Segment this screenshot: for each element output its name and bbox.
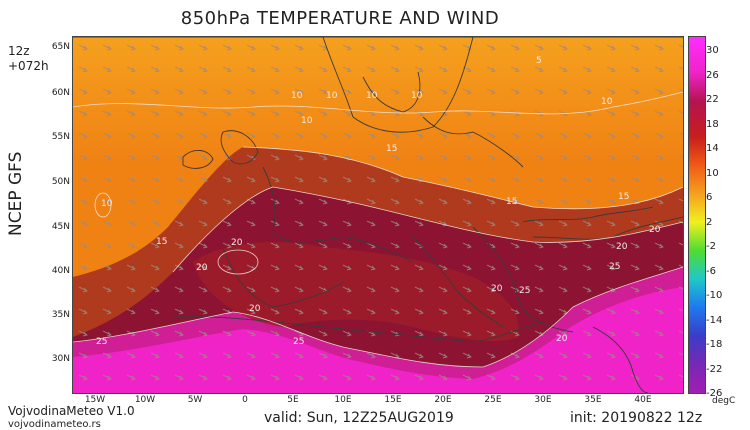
contour-label: 25 [96, 337, 107, 347]
contour-label: 25 [519, 286, 530, 296]
contour-label: 25 [609, 262, 620, 272]
colorbar-tick: -14 [706, 314, 723, 326]
contour-label: 15 [618, 192, 629, 202]
contour-label: 20 [616, 242, 628, 252]
contour-label: 15 [386, 144, 397, 154]
colorbar-tick: -6 [706, 265, 716, 277]
brand-url: vojvodinameteo.rs [8, 419, 101, 430]
forecast-hour: +072h [8, 59, 49, 73]
lat-label: 40N [51, 266, 70, 276]
contour-label: 10 [366, 91, 378, 101]
lon-label: 5E [287, 395, 299, 405]
colorbar-tick: -2 [706, 241, 716, 252]
contour-label: 20 [196, 263, 208, 273]
lon-label: 30E [534, 395, 552, 405]
colorbar-tick: 6 [706, 192, 713, 203]
colorbar-tick: 18 [706, 118, 719, 130]
contour-label: 20 [649, 225, 661, 235]
contour-label: 20 [231, 238, 243, 248]
lon-label: 5W [187, 395, 203, 405]
contour-lines [73, 91, 683, 368]
lat-label: 30N [51, 354, 70, 364]
valid-time: valid: Sun, 12Z25AUG2019 [264, 410, 454, 426]
contour-label: 25 [293, 337, 304, 347]
colorbar-tick: -26 [706, 388, 723, 399]
contour-label: 10 [291, 91, 303, 101]
contour-label: 20 [556, 334, 568, 344]
contour-label: 15 [156, 237, 167, 247]
colorbar-tick: -10 [706, 290, 723, 301]
lon-label: 15W [84, 395, 106, 405]
lon-label: 35E [584, 395, 602, 405]
lat-label: 35N [51, 310, 70, 320]
contour-label: 10 [101, 199, 113, 209]
lat-label: 55N [51, 132, 70, 142]
color-scale-bar [688, 36, 706, 394]
wind-vectors [73, 37, 683, 393]
colorbar-tick: 2 [706, 216, 713, 228]
contour-labels: 10 10 10 10 10 15 15 15 15 20 20 20 20 20 20 25 25 25 25 20… [96, 56, 661, 347]
coastlines [73, 37, 683, 393]
contour-label: 10 [601, 97, 613, 107]
contour-label: 20 [249, 304, 261, 314]
contour-label: 10 [411, 91, 423, 101]
colorbar-tick: 14 [706, 143, 719, 154]
lat-label: 65N [51, 42, 70, 52]
contour-label: 20 [491, 284, 503, 294]
brand-block: VojvodinaMeteo V1.0 vojvodinameteo.rs [8, 405, 135, 430]
lon-label: 10W [134, 395, 156, 405]
lon-label: 25E [484, 395, 502, 405]
colorbar-tick: 10 [706, 167, 719, 179]
run-hour: 12z [8, 44, 30, 58]
temperature-map: 10 10 10 10 10 15 15 15 15 20 20 20 20 20 20 25 25 25 25 20… [72, 36, 684, 394]
lon-label: 10E [334, 395, 352, 405]
colorbar-tick: 26 [706, 69, 719, 81]
colorbar-tick: -18 [706, 339, 723, 350]
contour-label: 5 [536, 56, 542, 66]
lon-label: 15E [384, 395, 402, 405]
contour-label: 10 [326, 91, 338, 101]
colorbar-tick: -22 [706, 363, 723, 375]
lat-label: 60N [51, 88, 70, 98]
lat-label: 45N [51, 222, 70, 232]
chart-title: 850hPa TEMPERATURE AND WIND [180, 8, 500, 29]
colorbar-tick: 30 [706, 45, 719, 56]
lat-label: 50N [51, 177, 70, 187]
lon-label: 0 [242, 395, 248, 405]
colorbar-tick: 22 [706, 94, 719, 105]
brand-name: VojvodinaMeteo V1.0 [8, 404, 135, 418]
run-info: 12z +072h [8, 44, 49, 74]
unit-label: degC [712, 396, 736, 406]
init-time: init: 20190822 12z [570, 410, 703, 426]
model-label: NCEP GFS [6, 151, 26, 236]
contour-label: 10 [301, 116, 313, 126]
contour-label: 15 [506, 197, 517, 207]
color-scale-gradient [689, 37, 705, 393]
lon-label: 40E [634, 395, 652, 405]
lon-label: 20E [434, 395, 452, 405]
